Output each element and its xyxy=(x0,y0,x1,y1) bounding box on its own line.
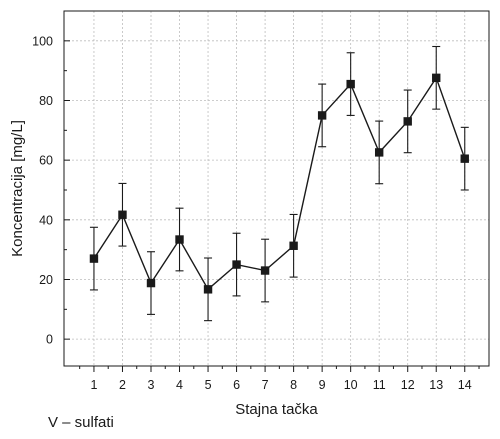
y-tick-label: 40 xyxy=(39,213,53,227)
grid-lines xyxy=(64,11,489,366)
x-tick-label: 5 xyxy=(205,378,212,392)
data-point-marker xyxy=(317,111,327,120)
x-tick-label: 4 xyxy=(176,378,183,392)
x-tick-label: 12 xyxy=(401,378,415,392)
data-point-marker xyxy=(460,154,469,163)
x-tick-label: 2 xyxy=(119,378,126,392)
x-tick-label: 3 xyxy=(148,378,155,392)
data-point-marker xyxy=(374,148,384,157)
data-point-marker xyxy=(260,266,270,275)
data-point-marker xyxy=(175,235,184,244)
chart-caption: V – sulfati xyxy=(48,414,114,431)
data-point-marker xyxy=(232,260,241,269)
data-point-marker xyxy=(289,241,298,250)
data-series xyxy=(89,45,469,322)
y-tick-label: 80 xyxy=(39,94,53,108)
data-point-marker xyxy=(403,117,412,126)
x-tick-label: 10 xyxy=(344,378,358,392)
y-tick-label: 0 xyxy=(46,333,53,347)
plot-frame xyxy=(63,10,490,367)
data-point-marker xyxy=(432,73,441,83)
y-tick-label: 60 xyxy=(39,154,53,168)
x-axis-title: Stajna tačka xyxy=(235,401,318,418)
y-tick-label: 20 xyxy=(39,273,53,287)
series-line xyxy=(93,76,466,291)
x-tick-label: 14 xyxy=(458,378,472,392)
data-point-marker xyxy=(146,278,156,288)
data-point-marker xyxy=(118,210,127,219)
y-axis-title: Koncentracija [mg/L] xyxy=(9,120,26,257)
data-point-marker xyxy=(203,285,213,294)
data-point-marker xyxy=(346,79,355,89)
x-tick-label: 11 xyxy=(373,378,386,392)
x-tick-label: 8 xyxy=(290,378,297,392)
data-point-marker xyxy=(89,254,99,263)
x-tick-label: 9 xyxy=(319,378,326,392)
x-tick-label: 7 xyxy=(262,378,269,392)
x-tick-label: 6 xyxy=(233,378,240,392)
x-tick-label: 13 xyxy=(429,378,443,392)
y-tick-label: 100 xyxy=(32,34,53,48)
x-tick-label: 1 xyxy=(90,378,97,392)
